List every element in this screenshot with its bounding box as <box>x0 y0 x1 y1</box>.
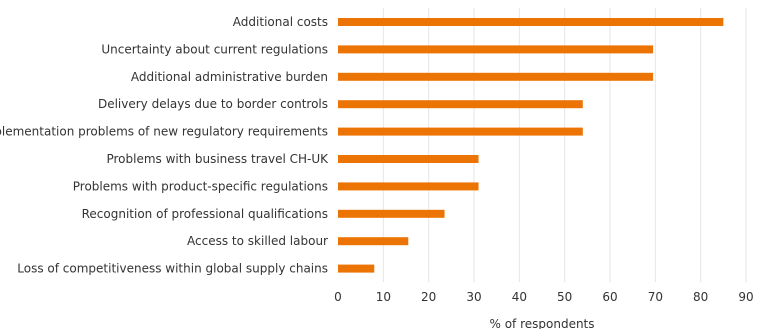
bar <box>338 155 479 163</box>
bars <box>338 18 724 273</box>
category-label: Problems with product-specific regulatio… <box>73 179 328 193</box>
x-tick-label: 10 <box>376 290 391 304</box>
gridlines <box>382 8 747 282</box>
bar <box>338 18 724 26</box>
x-tick-label: 0 <box>334 290 342 304</box>
bar <box>338 45 654 54</box>
bar <box>338 72 654 81</box>
category-label: Access to skilled labour <box>187 234 328 248</box>
x-tick-label: 30 <box>466 290 481 304</box>
bar <box>338 182 479 191</box>
category-label: Uncertainty about current regulations <box>101 42 328 56</box>
category-labels: Additional costs Uncertainty about curren… <box>0 15 329 276</box>
x-tick-label: 60 <box>602 290 617 304</box>
x-tick-label: 40 <box>512 290 527 304</box>
x-tick-label: 70 <box>648 290 663 304</box>
bar <box>338 264 375 273</box>
x-axis-title: % of respondents <box>489 317 594 329</box>
category-label: Additional costs <box>233 15 328 29</box>
category-label: Implementation problems of new regulator… <box>0 125 328 139</box>
bar <box>338 127 583 136</box>
category-label: Delivery delays due to border controls <box>98 97 328 111</box>
x-tick-label: 80 <box>693 290 708 304</box>
category-label: Problems with business travel CH-UK <box>106 152 329 166</box>
x-tick-label: 50 <box>557 290 572 304</box>
category-label: Recognition of professional qualificatio… <box>82 207 328 221</box>
x-tick-label: 20 <box>421 290 436 304</box>
bar <box>338 209 445 218</box>
bar <box>338 237 409 246</box>
x-tick-label: 90 <box>738 290 753 304</box>
category-label: Loss of competitiveness within global su… <box>17 262 328 276</box>
bar <box>338 100 583 109</box>
category-label: Additional administrative burden <box>131 70 328 84</box>
x-tick-labels: 0 10 20 30 40 50 60 70 80 90 <box>334 290 753 304</box>
